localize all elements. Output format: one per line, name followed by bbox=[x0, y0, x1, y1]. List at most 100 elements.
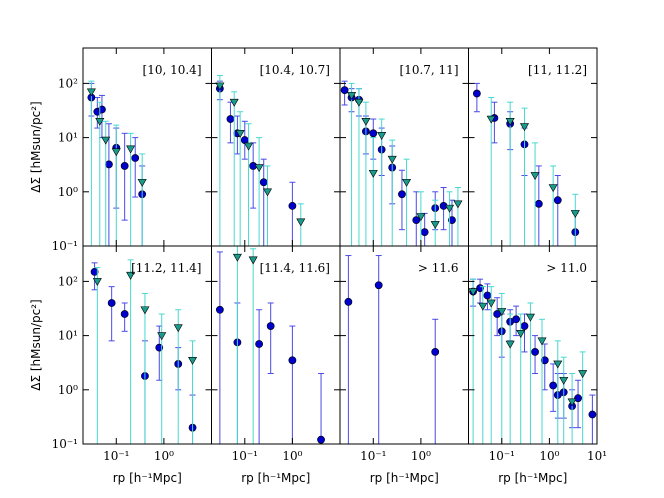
error-bar bbox=[575, 379, 582, 429]
panel-frame bbox=[468, 245, 598, 445]
marker bbox=[259, 178, 268, 187]
error-bar bbox=[94, 267, 101, 444]
marker bbox=[120, 310, 129, 318]
marker bbox=[567, 398, 577, 407]
marker bbox=[232, 253, 242, 262]
marker bbox=[537, 337, 547, 346]
error-bar bbox=[355, 88, 362, 246]
error-bar bbox=[446, 191, 453, 246]
marker bbox=[262, 188, 273, 197]
error-bar bbox=[473, 82, 480, 113]
marker bbox=[519, 123, 530, 132]
error-bar bbox=[488, 286, 495, 444]
marker bbox=[549, 381, 558, 390]
marker bbox=[361, 117, 371, 126]
y-tick-label: 10² bbox=[58, 274, 78, 288]
error-bar bbox=[398, 169, 405, 231]
panel bbox=[472, 82, 580, 246]
error-bar bbox=[236, 246, 238, 444]
error-bar bbox=[132, 137, 139, 198]
error-bar bbox=[127, 259, 134, 444]
marker bbox=[248, 256, 258, 265]
error-bar bbox=[521, 107, 528, 246]
error-bar bbox=[175, 309, 182, 444]
error-bar bbox=[569, 372, 576, 444]
y-tick-label: 10² bbox=[58, 76, 78, 90]
marker bbox=[188, 357, 198, 365]
x-tick-label: 10⁻¹ bbox=[489, 449, 515, 463]
panel-label: [11.4, 11.6] bbox=[260, 261, 330, 275]
marker bbox=[131, 154, 140, 162]
marker bbox=[240, 136, 249, 144]
marker bbox=[235, 130, 245, 138]
marker bbox=[140, 306, 150, 315]
marker bbox=[559, 376, 569, 385]
marker bbox=[229, 98, 239, 107]
marker bbox=[531, 348, 539, 356]
marker bbox=[398, 190, 406, 199]
marker bbox=[86, 88, 96, 97]
panel bbox=[90, 259, 198, 444]
error-bar bbox=[250, 248, 257, 444]
marker bbox=[387, 155, 397, 164]
error-bar bbox=[498, 292, 505, 444]
panel-label: [10.7, 11] bbox=[400, 63, 459, 77]
marker bbox=[244, 142, 254, 151]
error-bar bbox=[589, 394, 596, 444]
marker bbox=[92, 278, 102, 287]
marker bbox=[520, 322, 529, 330]
marker bbox=[548, 184, 558, 193]
x-tick-label: 10¹ bbox=[587, 449, 607, 463]
x-axis-label: rp [h⁻¹Mpc] bbox=[498, 471, 567, 485]
error-bar bbox=[554, 174, 561, 246]
error-bar bbox=[105, 123, 112, 246]
panel bbox=[468, 278, 597, 444]
error-bar bbox=[141, 292, 148, 444]
marker bbox=[431, 348, 440, 356]
error-bar bbox=[550, 165, 557, 246]
x-axis-label: rp [h⁻¹Mpc] bbox=[113, 471, 182, 485]
error-bar bbox=[517, 313, 524, 444]
error-bar bbox=[289, 325, 296, 444]
panel bbox=[344, 255, 440, 444]
error-bar bbox=[470, 278, 477, 444]
x-tick-label: 10⁰ bbox=[282, 449, 302, 463]
y-axis-label: ΔΣ [hMsun/pc²] bbox=[29, 299, 43, 390]
marker bbox=[530, 172, 540, 181]
marker bbox=[553, 196, 562, 205]
error-bar bbox=[260, 158, 267, 246]
panel bbox=[215, 74, 306, 246]
error-bar bbox=[560, 356, 567, 444]
error-bar bbox=[216, 251, 223, 444]
error-bar bbox=[139, 153, 146, 246]
marker bbox=[512, 315, 521, 324]
error-bar bbox=[88, 80, 95, 246]
x-tick-label: 10⁰ bbox=[411, 449, 431, 463]
marker bbox=[255, 340, 264, 348]
x-tick-label: 10⁻¹ bbox=[103, 449, 129, 463]
error-bar bbox=[532, 142, 539, 246]
error-bar bbox=[256, 309, 263, 444]
marker bbox=[574, 394, 582, 403]
error-bar bbox=[345, 255, 352, 444]
marker bbox=[105, 160, 113, 169]
marker bbox=[266, 322, 275, 330]
marker bbox=[430, 221, 440, 230]
error-bar bbox=[507, 313, 514, 444]
marker bbox=[377, 132, 387, 140]
panel-label: [10, 10.4] bbox=[143, 63, 202, 77]
marker bbox=[516, 330, 526, 338]
marker bbox=[486, 115, 496, 124]
x-axis-label: rp [h⁻¹Mpc] bbox=[370, 471, 439, 485]
marker bbox=[472, 89, 481, 98]
marker bbox=[126, 271, 136, 280]
error-bar bbox=[403, 158, 410, 246]
error-bar bbox=[267, 302, 274, 374]
error-bar bbox=[96, 101, 103, 246]
error-bar bbox=[479, 286, 486, 444]
marker bbox=[483, 291, 492, 300]
error-bar bbox=[432, 199, 439, 246]
panel-label: > 11.0 bbox=[546, 261, 587, 275]
marker bbox=[344, 297, 353, 306]
marker bbox=[540, 356, 549, 365]
